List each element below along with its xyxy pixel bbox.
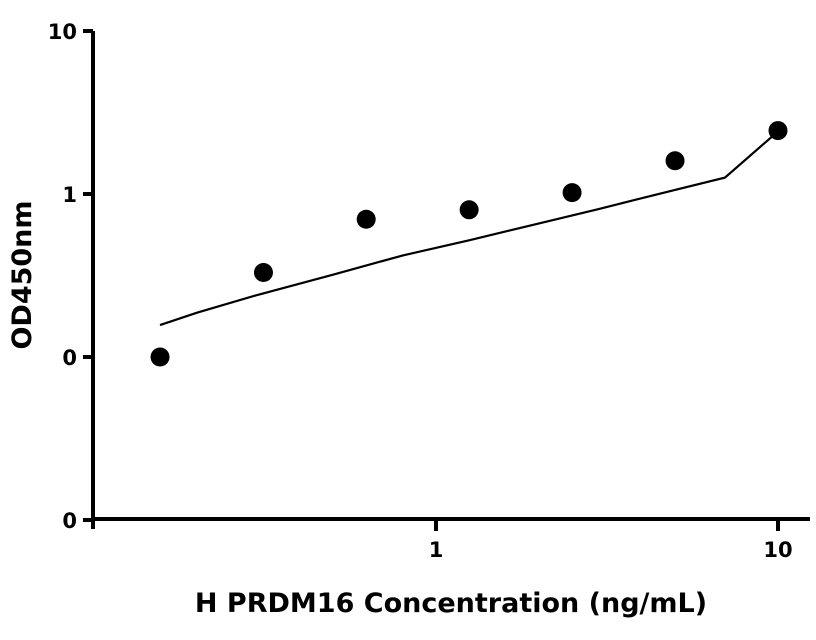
data-point [356, 209, 376, 229]
y-axis-title: OD450nm [7, 200, 38, 349]
axis-labels-layer: H PRDM16 Concentration (ng/mL) OD450nm [7, 200, 707, 619]
y-tick-label: 1 [62, 183, 77, 207]
x-axis-title: H PRDM16 Concentration (ng/mL) [195, 588, 707, 619]
data-point [768, 121, 788, 141]
y-tick-label: 10 [48, 20, 77, 44]
data-point [253, 262, 273, 282]
fit-curve-layer [159, 130, 779, 327]
fit-curve [159, 130, 779, 327]
data-point [459, 200, 479, 220]
y-tick-label: 0 [62, 346, 77, 370]
y-tick-label: 0 [62, 509, 77, 533]
x-tick-label: 10 [763, 538, 792, 562]
data-points-layer [150, 121, 788, 367]
x-tick-label: 1 [429, 538, 444, 562]
data-point [562, 183, 582, 203]
axes: 001100110 [48, 20, 810, 562]
data-point [150, 347, 170, 367]
data-point [665, 151, 685, 171]
